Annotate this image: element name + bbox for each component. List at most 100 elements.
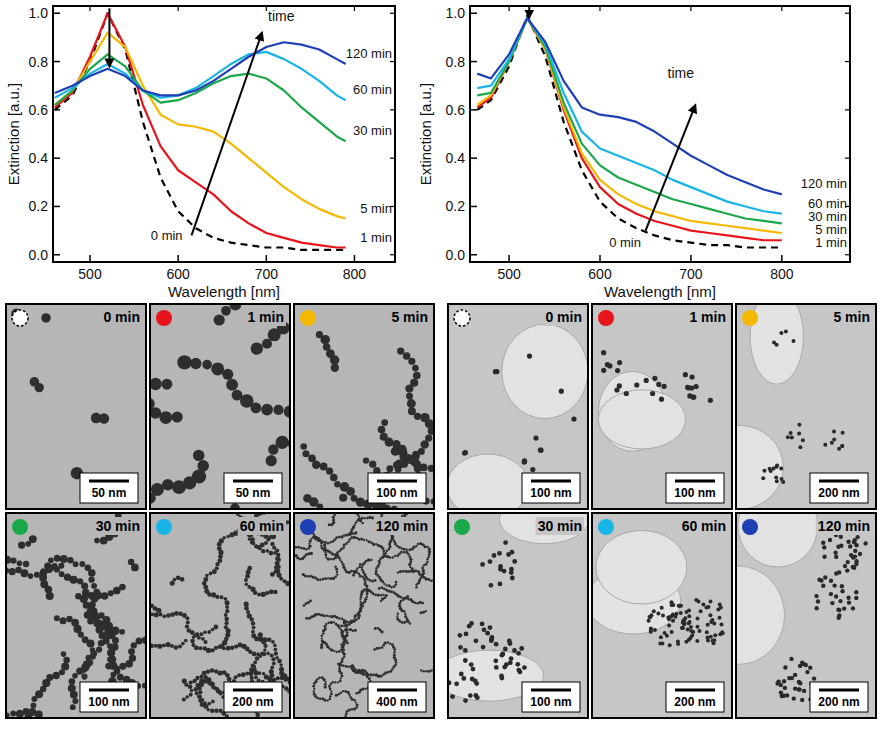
y-tick [470, 109, 477, 111]
particle [849, 553, 853, 557]
particle [360, 566, 363, 569]
particle [159, 612, 163, 616]
particle [689, 629, 693, 633]
series-label: 60 min [353, 82, 392, 97]
particle [313, 535, 316, 538]
particle [389, 545, 392, 548]
particle [822, 555, 826, 559]
particle [830, 601, 834, 605]
particle [840, 444, 844, 448]
annotation: time [268, 8, 295, 24]
particle [361, 669, 364, 672]
x-tick-label: 500 [497, 266, 521, 282]
particle [822, 545, 826, 549]
particle [244, 601, 249, 606]
particle [77, 578, 83, 584]
particle [617, 360, 622, 365]
micrograph-panel: 5 min200 nm [695, 289, 876, 510]
particle [94, 538, 100, 544]
particle [285, 520, 289, 524]
particle [363, 457, 369, 463]
x-tick [177, 255, 179, 262]
particle [837, 608, 841, 612]
particle [263, 648, 267, 652]
particle [516, 668, 521, 673]
particle [772, 467, 776, 471]
particle [346, 487, 355, 496]
particle [307, 575, 310, 578]
particle [385, 584, 387, 586]
particle [257, 545, 262, 550]
time-label: 5 min [391, 309, 428, 325]
particle [343, 621, 346, 624]
micrograph-image [736, 304, 876, 509]
particle [649, 626, 653, 630]
particle [812, 676, 816, 680]
particle [463, 450, 468, 455]
particle [846, 560, 850, 564]
particle [854, 590, 858, 594]
particle [375, 543, 377, 545]
particle [363, 582, 366, 585]
particle [362, 673, 365, 676]
particle [710, 618, 714, 622]
particle [247, 585, 251, 589]
y-tick [53, 206, 60, 208]
x-tick [508, 255, 510, 262]
particle [269, 551, 274, 556]
particle [246, 610, 250, 614]
particle [361, 575, 364, 578]
particle [337, 681, 339, 683]
particle [790, 436, 794, 440]
scale-bar-box [80, 473, 138, 503]
particle [413, 460, 422, 469]
particle [318, 613, 321, 616]
particle [54, 555, 61, 562]
particle [344, 638, 347, 641]
particle [503, 540, 508, 545]
particle [326, 614, 329, 617]
particle [328, 685, 331, 688]
particle [366, 593, 369, 596]
particle [489, 637, 494, 642]
particle [251, 621, 255, 625]
particle [471, 667, 476, 672]
label-patch [101, 308, 142, 326]
particle [419, 611, 422, 614]
particle [201, 637, 205, 641]
particle [397, 613, 399, 615]
particle [340, 629, 343, 632]
particle [821, 584, 825, 588]
scale-bar [377, 689, 417, 692]
particle [840, 584, 844, 588]
particle [821, 541, 825, 545]
particle [327, 577, 329, 579]
particle [388, 548, 391, 551]
particle [194, 687, 199, 692]
particle [90, 650, 97, 657]
particle [206, 708, 210, 712]
particle [708, 613, 712, 617]
scale-bar [89, 689, 129, 692]
particle [272, 546, 276, 550]
particle [367, 589, 370, 592]
particle [271, 640, 275, 644]
particle [503, 647, 508, 652]
series-line [477, 16, 782, 248]
y-tick [470, 61, 477, 63]
particle [407, 399, 416, 408]
particle [300, 547, 303, 550]
particle [270, 653, 274, 657]
particle [852, 540, 856, 544]
particle [247, 566, 252, 571]
micrograph-background [6, 513, 146, 718]
particle [72, 698, 78, 704]
particle [178, 612, 182, 616]
particle [87, 608, 93, 614]
particle [401, 621, 404, 624]
particle [374, 627, 377, 630]
particle [853, 549, 857, 553]
particle [101, 592, 109, 600]
particle [340, 625, 343, 628]
particle [414, 413, 421, 420]
